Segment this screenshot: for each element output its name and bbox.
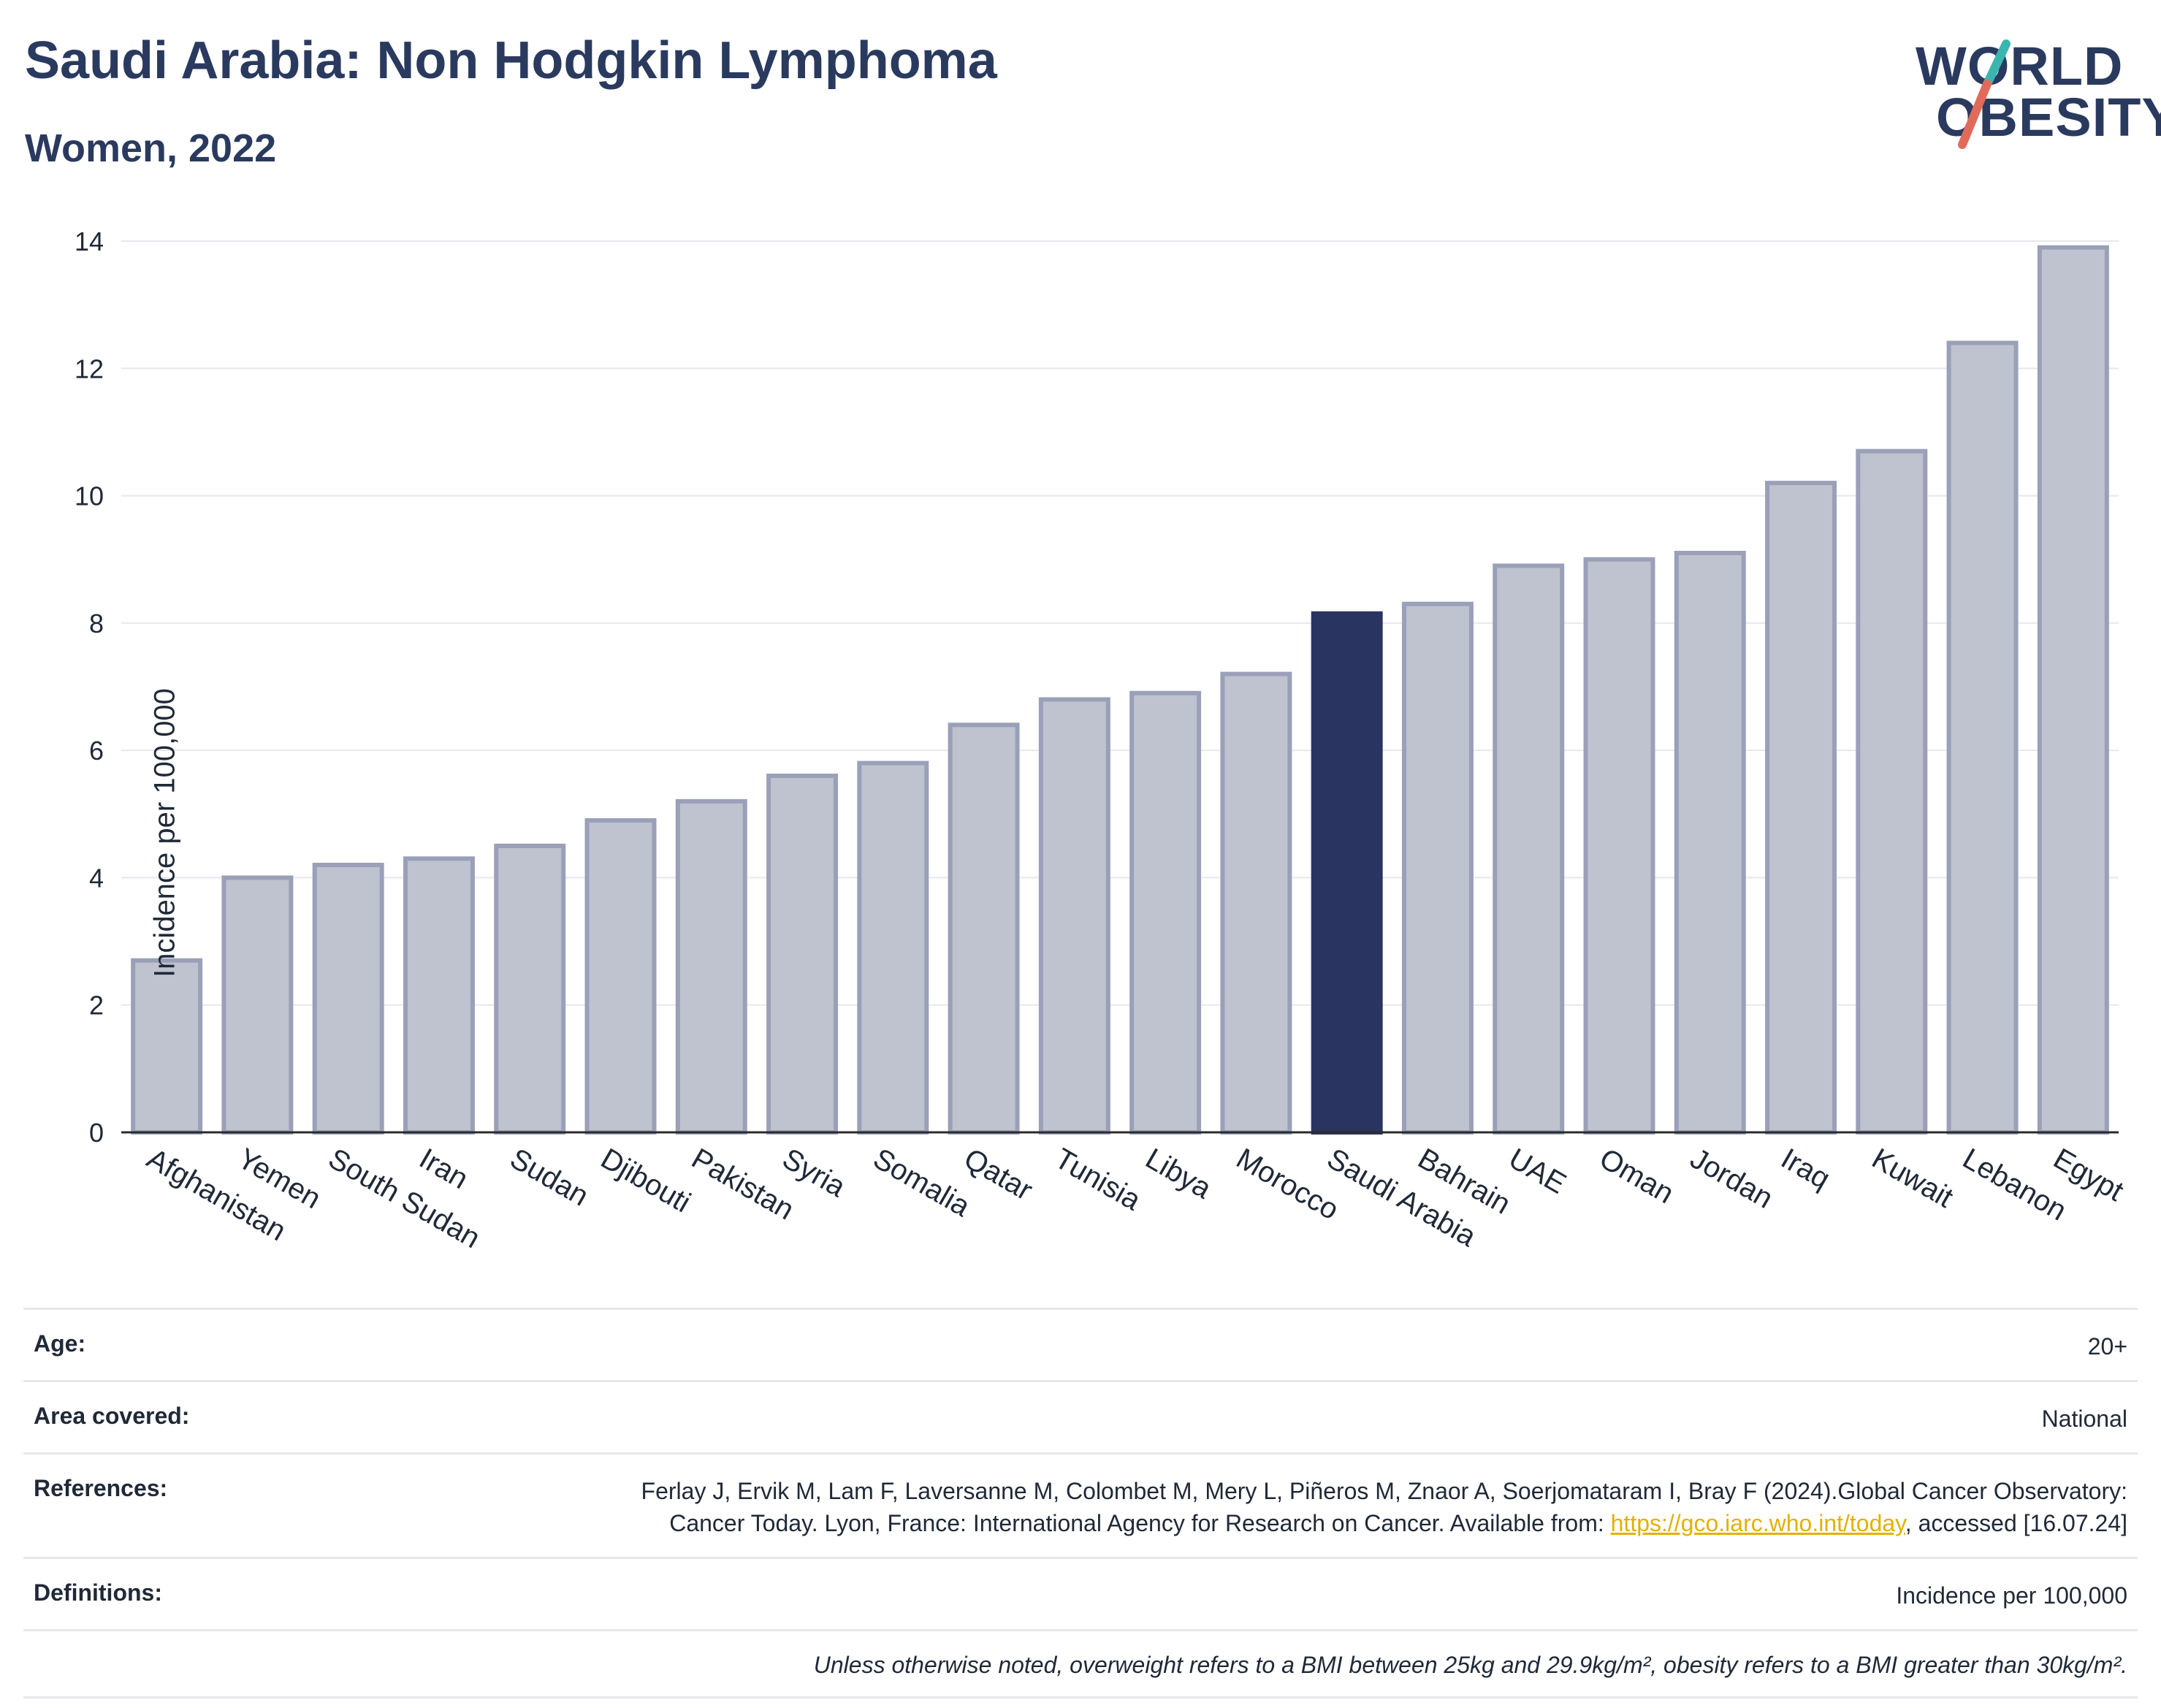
bar-tunisia [1038,697,1110,1135]
bar-egypt [2037,245,2109,1135]
x-tick-label: Djibouti [595,1143,696,1219]
page-subtitle: Women, 2022 [25,126,277,170]
meta-note: Unless otherwise noted, overweight refer… [813,1652,2127,1678]
meta-references-label: References: [34,1475,168,1501]
bar-south-sudan [312,863,384,1135]
y-tick-label: 8 [89,609,104,638]
meta-area-value: National [2041,1406,2127,1432]
meta-row-age: Age: 20+ [23,1308,2138,1380]
logo-slash-icon [1958,39,2011,149]
references-text-1: Ferlay J, Ervik M, Lam F, Laversanne M, … [641,1478,2127,1536]
bar-uae [1493,563,1565,1135]
meta-area-label: Area covered: [34,1403,190,1429]
y-tick-label: 14 [75,226,104,256]
x-tick-label: Kuwait [1867,1143,1959,1214]
bar-qatar [948,723,1020,1135]
references-text-2: , accessed [16.07.24] [1905,1510,2127,1536]
bar-somalia [857,760,929,1135]
x-tick-label: Oman [1594,1143,1679,1211]
logo-line-1: WORLD [1916,36,2124,96]
x-tick-label: Lebanon [1957,1143,2072,1227]
bar-yemen [221,875,294,1135]
bar-pakistan [675,798,747,1135]
bar-djibouti [584,818,657,1135]
meta-references-value: Ferlay J, Ervik M, Lam F, Laversanne M, … [593,1475,2127,1539]
meta-definitions-label: Definitions: [34,1579,162,1606]
bar-afghanistan [131,958,203,1135]
bar-iran [403,856,475,1135]
meta-definitions-value: Incidence per 100,000 [1896,1582,2127,1609]
x-tick-label: Tunisia [1049,1143,1146,1217]
bar-kuwait [1856,449,1928,1135]
x-tick-label: Sudan [505,1143,594,1213]
bar-jordan [1674,551,1746,1135]
meta-age-label: Age: [34,1330,86,1357]
meta-age-value: 20+ [2087,1333,2127,1360]
bar-bahrain [1401,601,1474,1135]
y-tick-label: 0 [89,1118,104,1148]
x-tick-label: Pakistan [686,1143,799,1227]
metadata-table: Age: 20+ Area covered: National Referenc… [23,1308,2138,1699]
meta-row-area: Area covered: National [23,1380,2138,1452]
references-link[interactable]: https://gco.iarc.who.int/today [1610,1510,1905,1536]
x-tick-label: Libya [1140,1143,1217,1205]
x-tick-label: Iraq [1776,1143,1836,1196]
y-tick-label: 2 [89,991,104,1021]
bar-iraq [1765,481,1837,1135]
x-tick-label: Iran [413,1143,473,1196]
y-tick-label: 12 [75,354,104,384]
bar-lebanon [1946,340,2019,1135]
x-tick-label: Somalia [868,1143,976,1224]
bar-libya [1129,690,1202,1135]
x-tick-label: Morocco [1231,1143,1344,1227]
bar-oman [1583,557,1655,1135]
bar-saudi-arabia [1311,611,1383,1135]
x-tick-label: Jordan [1685,1143,1778,1215]
bar-morocco [1220,671,1292,1135]
bar-sudan [494,843,566,1135]
meta-row-definitions: Definitions: Incidence per 100,000 [23,1557,2138,1629]
y-tick-label: 10 [75,481,104,511]
world-obesity-logo: WORLD OBESITY [1899,29,2161,153]
meta-row-note: Unless otherwise noted, overweight refer… [23,1629,2138,1699]
y-tick-label: 6 [89,736,104,766]
x-tick-label: South Sudan [323,1143,485,1255]
y-tick-label: 4 [89,863,104,893]
meta-row-references: References: Ferlay J, Ervik M, Lam F, La… [23,1452,2138,1557]
y-axis-label: Incidence per 100,000 [148,688,181,977]
page-title: Saudi Arabia: Non Hodgkin Lymphoma [25,31,997,90]
bar-syria [766,774,839,1135]
